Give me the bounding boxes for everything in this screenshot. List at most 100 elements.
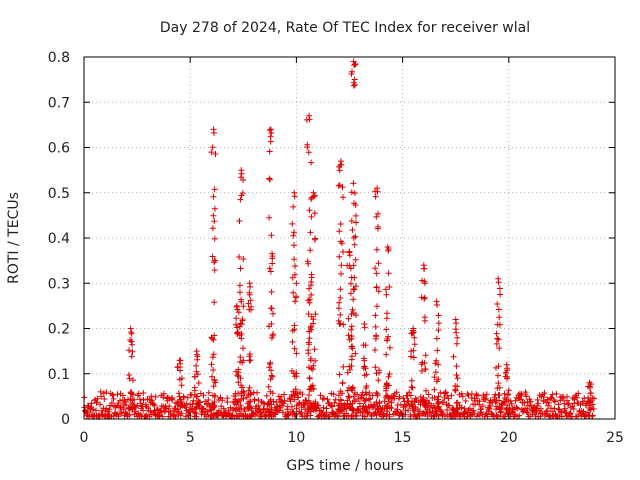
data-point — [435, 393, 442, 400]
data-point — [101, 396, 108, 402]
data-point — [308, 403, 315, 410]
data-point — [362, 403, 369, 410]
data-point — [589, 401, 596, 408]
data-point — [497, 291, 504, 298]
data-point — [311, 346, 318, 353]
y-tick-label: 0.4 — [48, 231, 70, 247]
data-point — [291, 256, 298, 263]
data-point — [289, 339, 296, 345]
data-point — [301, 401, 308, 408]
data-point — [435, 400, 442, 406]
data-point — [384, 337, 390, 344]
data-point — [238, 321, 245, 328]
data-point — [453, 363, 460, 370]
data-point — [484, 413, 491, 420]
data-point — [337, 388, 344, 395]
data-point — [338, 262, 345, 269]
data-point — [351, 76, 358, 83]
data-point — [103, 405, 110, 412]
y-tick-label: 0.7 — [48, 95, 70, 111]
data-point — [251, 396, 258, 403]
data-point — [335, 317, 342, 324]
data-point — [352, 212, 359, 219]
data-point — [423, 404, 430, 411]
data-point — [504, 375, 510, 382]
data-point — [385, 247, 392, 254]
data-point — [103, 389, 110, 396]
data-point — [537, 413, 544, 420]
data-point — [123, 410, 130, 417]
data-point — [505, 391, 511, 398]
data-point — [306, 296, 313, 303]
data-point — [348, 218, 355, 224]
data-point — [212, 151, 219, 157]
data-point — [238, 170, 245, 177]
data-point — [235, 379, 242, 386]
data-point — [266, 127, 273, 133]
data-point — [351, 274, 358, 281]
x-tick-labels: 0 5 10 15 20 25 — [80, 430, 624, 446]
data-point — [435, 412, 442, 419]
data-point — [347, 280, 354, 287]
data-point — [233, 321, 239, 328]
data-point — [357, 409, 364, 416]
data-point — [263, 392, 270, 399]
data-point — [495, 380, 502, 387]
data-point — [268, 372, 275, 379]
data-point — [553, 390, 560, 397]
data-point — [561, 400, 568, 407]
data-point — [306, 375, 313, 381]
data-point — [387, 344, 393, 351]
y-tick-label: 0.8 — [48, 50, 70, 66]
data-point — [268, 305, 275, 312]
data-point — [177, 367, 184, 374]
data-point — [209, 354, 216, 361]
data-point — [266, 148, 273, 155]
data-point — [267, 359, 274, 366]
data-point — [361, 372, 368, 379]
x-tick-label: 5 — [186, 430, 195, 446]
data-point — [431, 394, 438, 401]
data-point — [352, 350, 359, 357]
data-point — [376, 367, 383, 374]
data-point — [260, 399, 267, 406]
data-point — [305, 350, 312, 357]
data-point — [502, 398, 509, 405]
data-point — [351, 286, 358, 293]
data-point — [587, 390, 594, 397]
data-point — [496, 345, 503, 352]
data-point — [385, 373, 392, 380]
data-point — [537, 405, 544, 412]
data-point — [419, 397, 426, 404]
data-point — [495, 279, 502, 286]
data-point — [247, 398, 254, 405]
data-point — [383, 291, 390, 298]
data-point — [373, 412, 380, 419]
data-point — [354, 391, 361, 398]
data-point — [239, 317, 246, 324]
data-point — [565, 400, 572, 407]
data-point — [496, 392, 503, 399]
data-point — [421, 317, 428, 324]
data-point — [339, 240, 345, 247]
x-tick-label: 15 — [394, 430, 412, 446]
data-point — [273, 399, 280, 406]
data-point — [375, 210, 381, 217]
data-point — [453, 329, 460, 336]
data-point — [435, 312, 442, 319]
data-point — [209, 225, 216, 232]
data-point — [240, 256, 247, 262]
x-tick-label: 25 — [606, 430, 624, 446]
data-point — [361, 324, 368, 331]
data-point — [353, 413, 360, 420]
data-point — [211, 205, 218, 212]
x-tick-label: 20 — [500, 430, 518, 446]
data-point — [211, 267, 218, 274]
data-point — [169, 394, 176, 401]
data-point — [210, 193, 217, 200]
data-point — [310, 193, 317, 200]
data-point — [281, 397, 288, 404]
axis-ticks — [83, 56, 616, 420]
data-point — [166, 403, 173, 410]
data-point — [148, 393, 155, 400]
